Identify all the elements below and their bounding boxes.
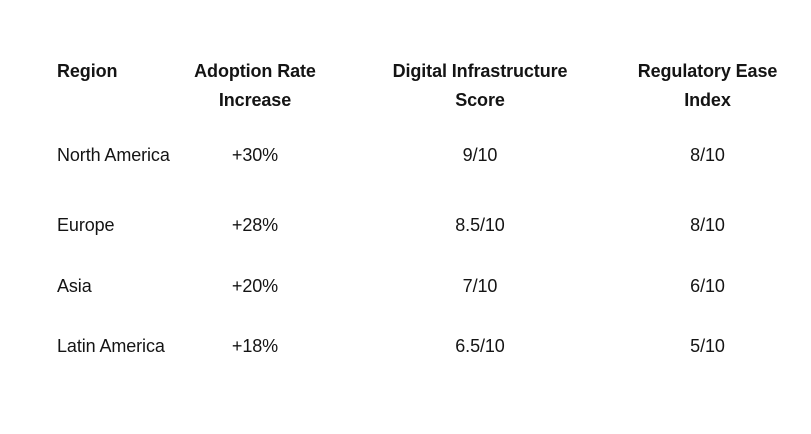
adoption-rate-cell: +28% — [231, 215, 279, 235]
header-region: Region — [0, 57, 175, 115]
table-row: North America +30% 9/10 8/10 — [0, 146, 811, 164]
header-regulatory-index: Regulatory Ease Index — [625, 57, 790, 115]
regulatory-index-cell: 6/10 — [690, 276, 725, 296]
infrastructure-score-cell: 7/10 — [462, 276, 498, 296]
table-row: Latin America +18% 6.5/10 5/10 — [0, 337, 811, 355]
infrastructure-score-cell: 6.5/10 — [455, 336, 505, 356]
header-adoption-rate-line1: Adoption Rate — [194, 61, 316, 81]
table-header-row: Region Adoption Rate Increase Digital In… — [0, 57, 811, 115]
region-cell: Asia — [57, 276, 92, 296]
region-cell: North America — [57, 145, 170, 165]
header-adoption-rate: Adoption Rate Increase — [175, 57, 335, 115]
header-region-line1: Region — [57, 61, 118, 81]
header-infrastructure-score-line1: Digital Infrastructure — [392, 61, 568, 81]
regulatory-index-cell: 8/10 — [690, 145, 725, 165]
header-infrastructure-score-line2: Score — [455, 90, 505, 110]
adoption-rate-cell: +30% — [231, 145, 279, 165]
header-adoption-rate-line2: Increase — [218, 90, 292, 110]
infrastructure-score-cell: 9/10 — [462, 145, 498, 165]
regulatory-index-cell: 5/10 — [690, 336, 725, 356]
regulatory-index-cell: 8/10 — [690, 215, 725, 235]
adoption-rate-cell: +20% — [231, 276, 279, 296]
region-cell: Latin America — [57, 336, 165, 356]
adoption-rate-cell: +18% — [231, 336, 279, 356]
table-row: Asia +20% 7/10 6/10 — [0, 277, 811, 295]
header-regulatory-index-line2: Index — [684, 90, 731, 110]
table-row: Europe +28% 8.5/10 8/10 — [0, 216, 811, 234]
data-table: Region Adoption Rate Increase Digital In… — [0, 57, 811, 355]
header-regulatory-index-line1: Regulatory Ease — [637, 61, 778, 81]
infrastructure-score-cell: 8.5/10 — [455, 215, 505, 235]
header-infrastructure-score: Digital Infrastructure Score — [335, 57, 625, 115]
region-cell: Europe — [57, 215, 115, 235]
